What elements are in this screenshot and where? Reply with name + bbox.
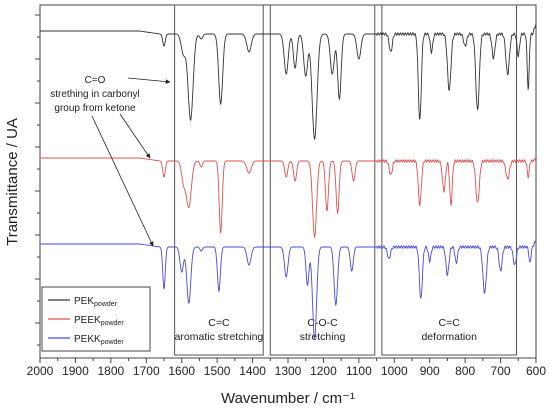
x-tick-label-1300: 1300 bbox=[275, 364, 302, 378]
annotation-arrow-1 bbox=[127, 77, 171, 84]
series-line-2 bbox=[40, 157, 537, 239]
x-axis-title: Wavenumber / cm⁻¹ bbox=[221, 390, 355, 407]
region-box-1 bbox=[174, 4, 264, 356]
x-tick-label-900: 900 bbox=[420, 364, 440, 378]
region-label-3-2: deformation bbox=[421, 331, 477, 343]
region-box-2 bbox=[269, 4, 376, 356]
region-box-3 bbox=[381, 4, 518, 356]
annotation-line-1: C=O bbox=[85, 75, 106, 86]
carbonyl-annotation: C=O strething in carbonyl group from ket… bbox=[50, 75, 171, 247]
annotation-arrow-2 bbox=[119, 113, 151, 159]
annotation-line-2: strething in carbonyl bbox=[50, 89, 140, 100]
series-line-3 bbox=[40, 241, 537, 340]
x-tick-label-1500: 1500 bbox=[204, 364, 231, 378]
legend-label-3: PEKKpowder bbox=[74, 334, 124, 346]
x-tick-label-1000: 1000 bbox=[381, 364, 408, 378]
x-tick-label-1900: 1900 bbox=[62, 364, 89, 378]
x-tick-label-1400: 1400 bbox=[239, 364, 266, 378]
x-tick-label-2000: 2000 bbox=[27, 364, 54, 378]
series-line-1 bbox=[40, 23, 537, 141]
region-label-2-2: stretching bbox=[300, 331, 346, 343]
x-tick-label-1700: 1700 bbox=[133, 364, 160, 378]
x-tick-label-1600: 1600 bbox=[168, 364, 195, 378]
legend: PEKpowder PEEKpowder PEKKpowder bbox=[41, 286, 151, 352]
legend-label-1: PEKpowder bbox=[74, 296, 118, 308]
annotation-arrow-3 bbox=[91, 115, 154, 247]
x-tick-label-800: 800 bbox=[455, 364, 475, 378]
legend-label-2: PEEKpowder bbox=[74, 315, 124, 327]
region-label-2-1: C-O-C bbox=[307, 317, 338, 329]
region-label-3-1: C=C bbox=[439, 317, 461, 329]
y-axis bbox=[35, 14, 40, 346]
annotation-line-3: group from ketone bbox=[54, 103, 136, 114]
spectra-lines bbox=[40, 23, 537, 340]
region-label-1-2: aromatic stretching bbox=[175, 331, 264, 343]
x-tick-label-1100: 1100 bbox=[346, 364, 372, 378]
x-tick-label-1800: 1800 bbox=[98, 364, 125, 378]
x-axis: 2000 1900 1800 1700 1600 1500 1400 1300 1200 1100… bbox=[27, 358, 546, 378]
x-tick-label-1200: 1200 bbox=[310, 364, 337, 378]
x-tick-label-600: 600 bbox=[526, 364, 546, 378]
region-label-1-1: C=C bbox=[208, 317, 230, 329]
y-axis-title: Transmittance / UA bbox=[4, 118, 21, 246]
x-tick-label-700: 700 bbox=[491, 364, 511, 378]
region-boxes: C=C aromatic stretching C-O-C stretching C=C… bbox=[174, 4, 518, 356]
